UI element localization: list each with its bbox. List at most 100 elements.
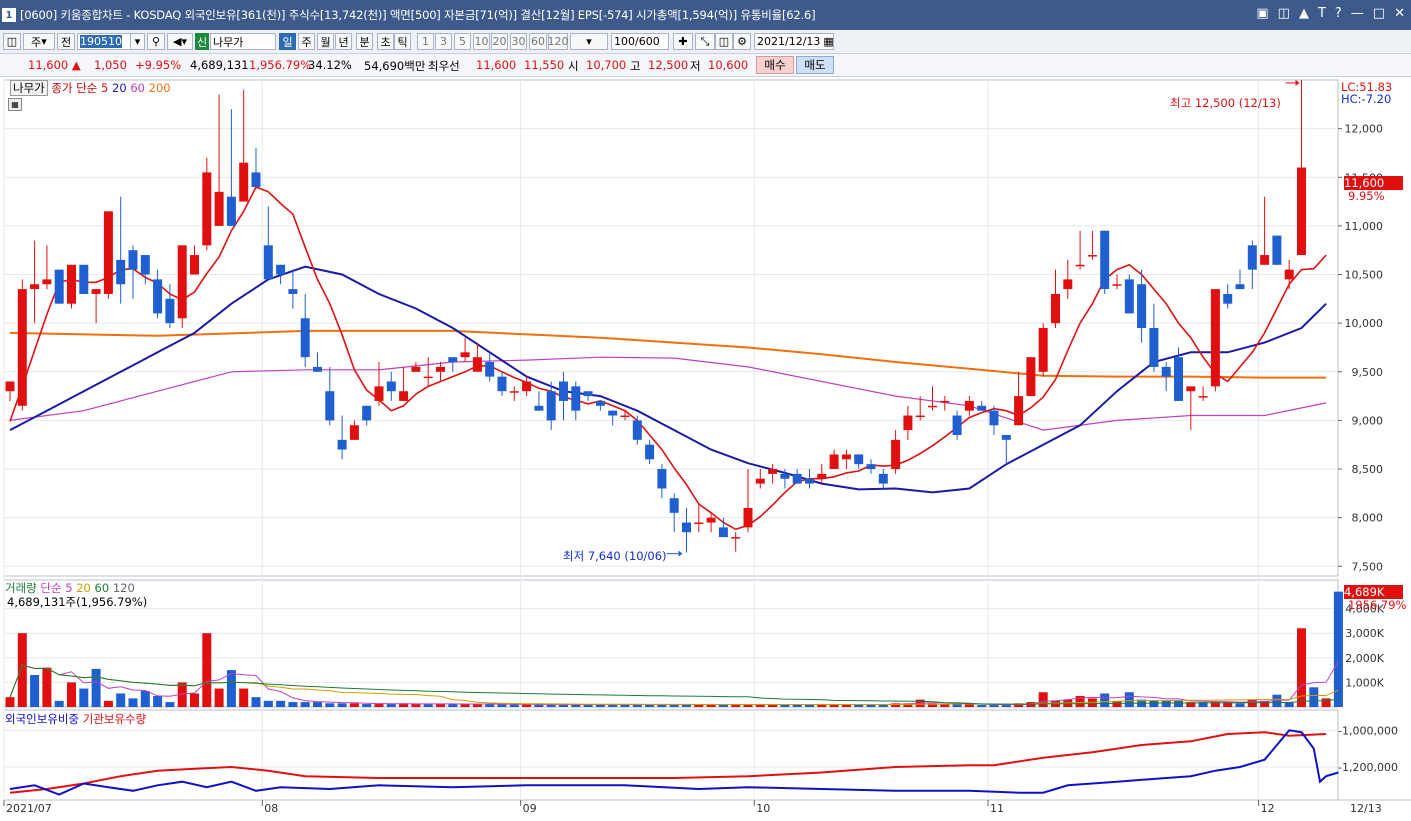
price-tick-label: 10,500	[1345, 269, 1384, 282]
quote-best-label: 최우선	[428, 59, 460, 73]
quote-volume: 4,689,131	[190, 58, 249, 72]
legend-close-ma: 종가 단순	[51, 81, 98, 95]
period-button-1[interactable]: 주	[298, 33, 315, 50]
count-field[interactable]: 100/600	[611, 33, 669, 50]
draw-tool-icon[interactable]: ⤡	[695, 33, 715, 50]
volume-bar	[1284, 702, 1294, 707]
count-value: 100	[614, 35, 635, 48]
calendar-icon[interactable]: ▦	[823, 35, 834, 48]
candle-body	[583, 391, 593, 397]
restore-icon[interactable]: ▣	[1256, 6, 1269, 21]
volume-bar	[854, 704, 864, 707]
legend-ma60: 60	[130, 81, 145, 95]
volume-bar	[657, 704, 667, 707]
volume-bar	[374, 704, 384, 707]
code-input[interactable]: 190510	[77, 33, 145, 50]
price-legend-box[interactable]: 나무가	[10, 80, 48, 96]
font-icon[interactable]: T	[1317, 6, 1326, 21]
volume-ma-line	[9, 664, 1339, 705]
interval-button-20[interactable]: 20	[491, 33, 508, 50]
volume-bar	[128, 698, 138, 707]
link-icon[interactable]: ◫	[1277, 6, 1290, 21]
candle-body	[743, 507, 753, 528]
chart-area[interactable]: 12,00011,50011,00010,50010,0009,5009,000…	[0, 78, 1411, 821]
interval-button-5[interactable]: 5	[454, 33, 471, 50]
candle-body	[214, 191, 224, 226]
interval-button-3[interactable]: 3	[435, 33, 452, 50]
quote-price-value: 11,600	[28, 58, 69, 72]
volume-bar	[116, 693, 126, 707]
candle-body	[780, 473, 790, 479]
candle-body	[940, 400, 950, 403]
volume-bar	[239, 688, 249, 707]
candle-body	[1001, 434, 1011, 440]
interval-button-30[interactable]: 30	[510, 33, 527, 50]
window-title: [0600] 키움종합차트 - KOSDAQ 외국인보유[361(천)] 주식수…	[20, 8, 816, 22]
candle-body	[1038, 328, 1048, 372]
candle-body	[91, 289, 101, 294]
pin-icon[interactable]: ▲	[1298, 6, 1309, 21]
volume-bar	[276, 700, 286, 707]
save-icon[interactable]: ◫	[715, 33, 733, 50]
period-button-5[interactable]: 초	[377, 33, 394, 50]
buy-button[interactable]: 매수	[756, 56, 794, 74]
minimize-icon[interactable]: —	[1350, 6, 1364, 21]
candle-body	[1063, 279, 1073, 290]
legend-ma20: 20	[112, 81, 127, 95]
volume-bar	[817, 704, 827, 707]
candle-body	[718, 527, 728, 538]
candle-body	[1260, 255, 1270, 265]
candle-body	[755, 478, 765, 484]
volume-bar	[288, 702, 298, 707]
period-button-2[interactable]: 월	[317, 33, 334, 50]
price-tick-label: 7,500	[1352, 560, 1384, 573]
volume-tick-label: 2,000K	[1345, 652, 1384, 665]
period-button-4[interactable]: 분	[356, 33, 373, 50]
close-icon[interactable]: ✕	[1394, 6, 1405, 21]
candle-body	[362, 405, 372, 421]
sound-icon[interactable]: ◀▾	[167, 33, 193, 50]
candle-body	[263, 245, 273, 280]
stock-name-field[interactable]: 나무가	[210, 33, 276, 50]
candle-body	[251, 172, 261, 187]
count-total: /600	[635, 35, 660, 48]
prev-button[interactable]: 전	[57, 33, 75, 50]
hc-label: HC:-7.20	[1341, 92, 1392, 106]
maximize-icon[interactable]: □	[1372, 6, 1386, 21]
candle-body	[546, 391, 556, 421]
volume-bar	[620, 704, 630, 707]
candle-body	[1014, 396, 1024, 426]
search-icon[interactable]: ⚲	[147, 33, 165, 50]
date-field[interactable]: 2021/12/13 ▦	[754, 33, 834, 50]
quote-turnover: 34.12%	[308, 58, 352, 72]
period-button-3[interactable]: 년	[335, 33, 352, 50]
interval-button-60[interactable]: 60	[529, 33, 547, 50]
period-select[interactable]: 주 ▾	[23, 33, 55, 50]
crosshair-icon[interactable]: ✚	[673, 33, 693, 50]
volume-bar	[669, 704, 679, 707]
volume-bar	[165, 702, 175, 707]
candle-body	[964, 400, 974, 411]
table-icon[interactable]: ▦	[8, 98, 22, 111]
settings-icon[interactable]: ⚙	[733, 33, 751, 50]
candle-body	[153, 279, 163, 314]
candle-body	[534, 405, 544, 411]
price-tick-label: 10,000	[1345, 317, 1384, 330]
candle-body	[276, 264, 286, 275]
layout-icon[interactable]: ◫	[3, 33, 21, 50]
volume-bar	[1112, 700, 1122, 707]
candle-body	[423, 376, 433, 379]
volume-bar	[1174, 700, 1183, 707]
current-rate-label: 9.95%	[1348, 189, 1385, 203]
interval-button-120[interactable]: 120	[547, 33, 569, 50]
period-button-6[interactable]: 틱	[394, 33, 411, 50]
help-icon[interactable]: ?	[1334, 6, 1342, 21]
interval-button-10[interactable]: 10	[473, 33, 490, 50]
volume-bar	[1247, 699, 1257, 707]
volume-bar	[718, 704, 728, 707]
interval-button-1[interactable]: 1	[417, 33, 434, 50]
interval-dropdown[interactable]: ▾	[570, 33, 608, 50]
code-dropdown-icon[interactable]: ▾	[130, 33, 145, 50]
period-button-0[interactable]: 일	[279, 33, 296, 50]
sell-button[interactable]: 매도	[796, 56, 834, 74]
